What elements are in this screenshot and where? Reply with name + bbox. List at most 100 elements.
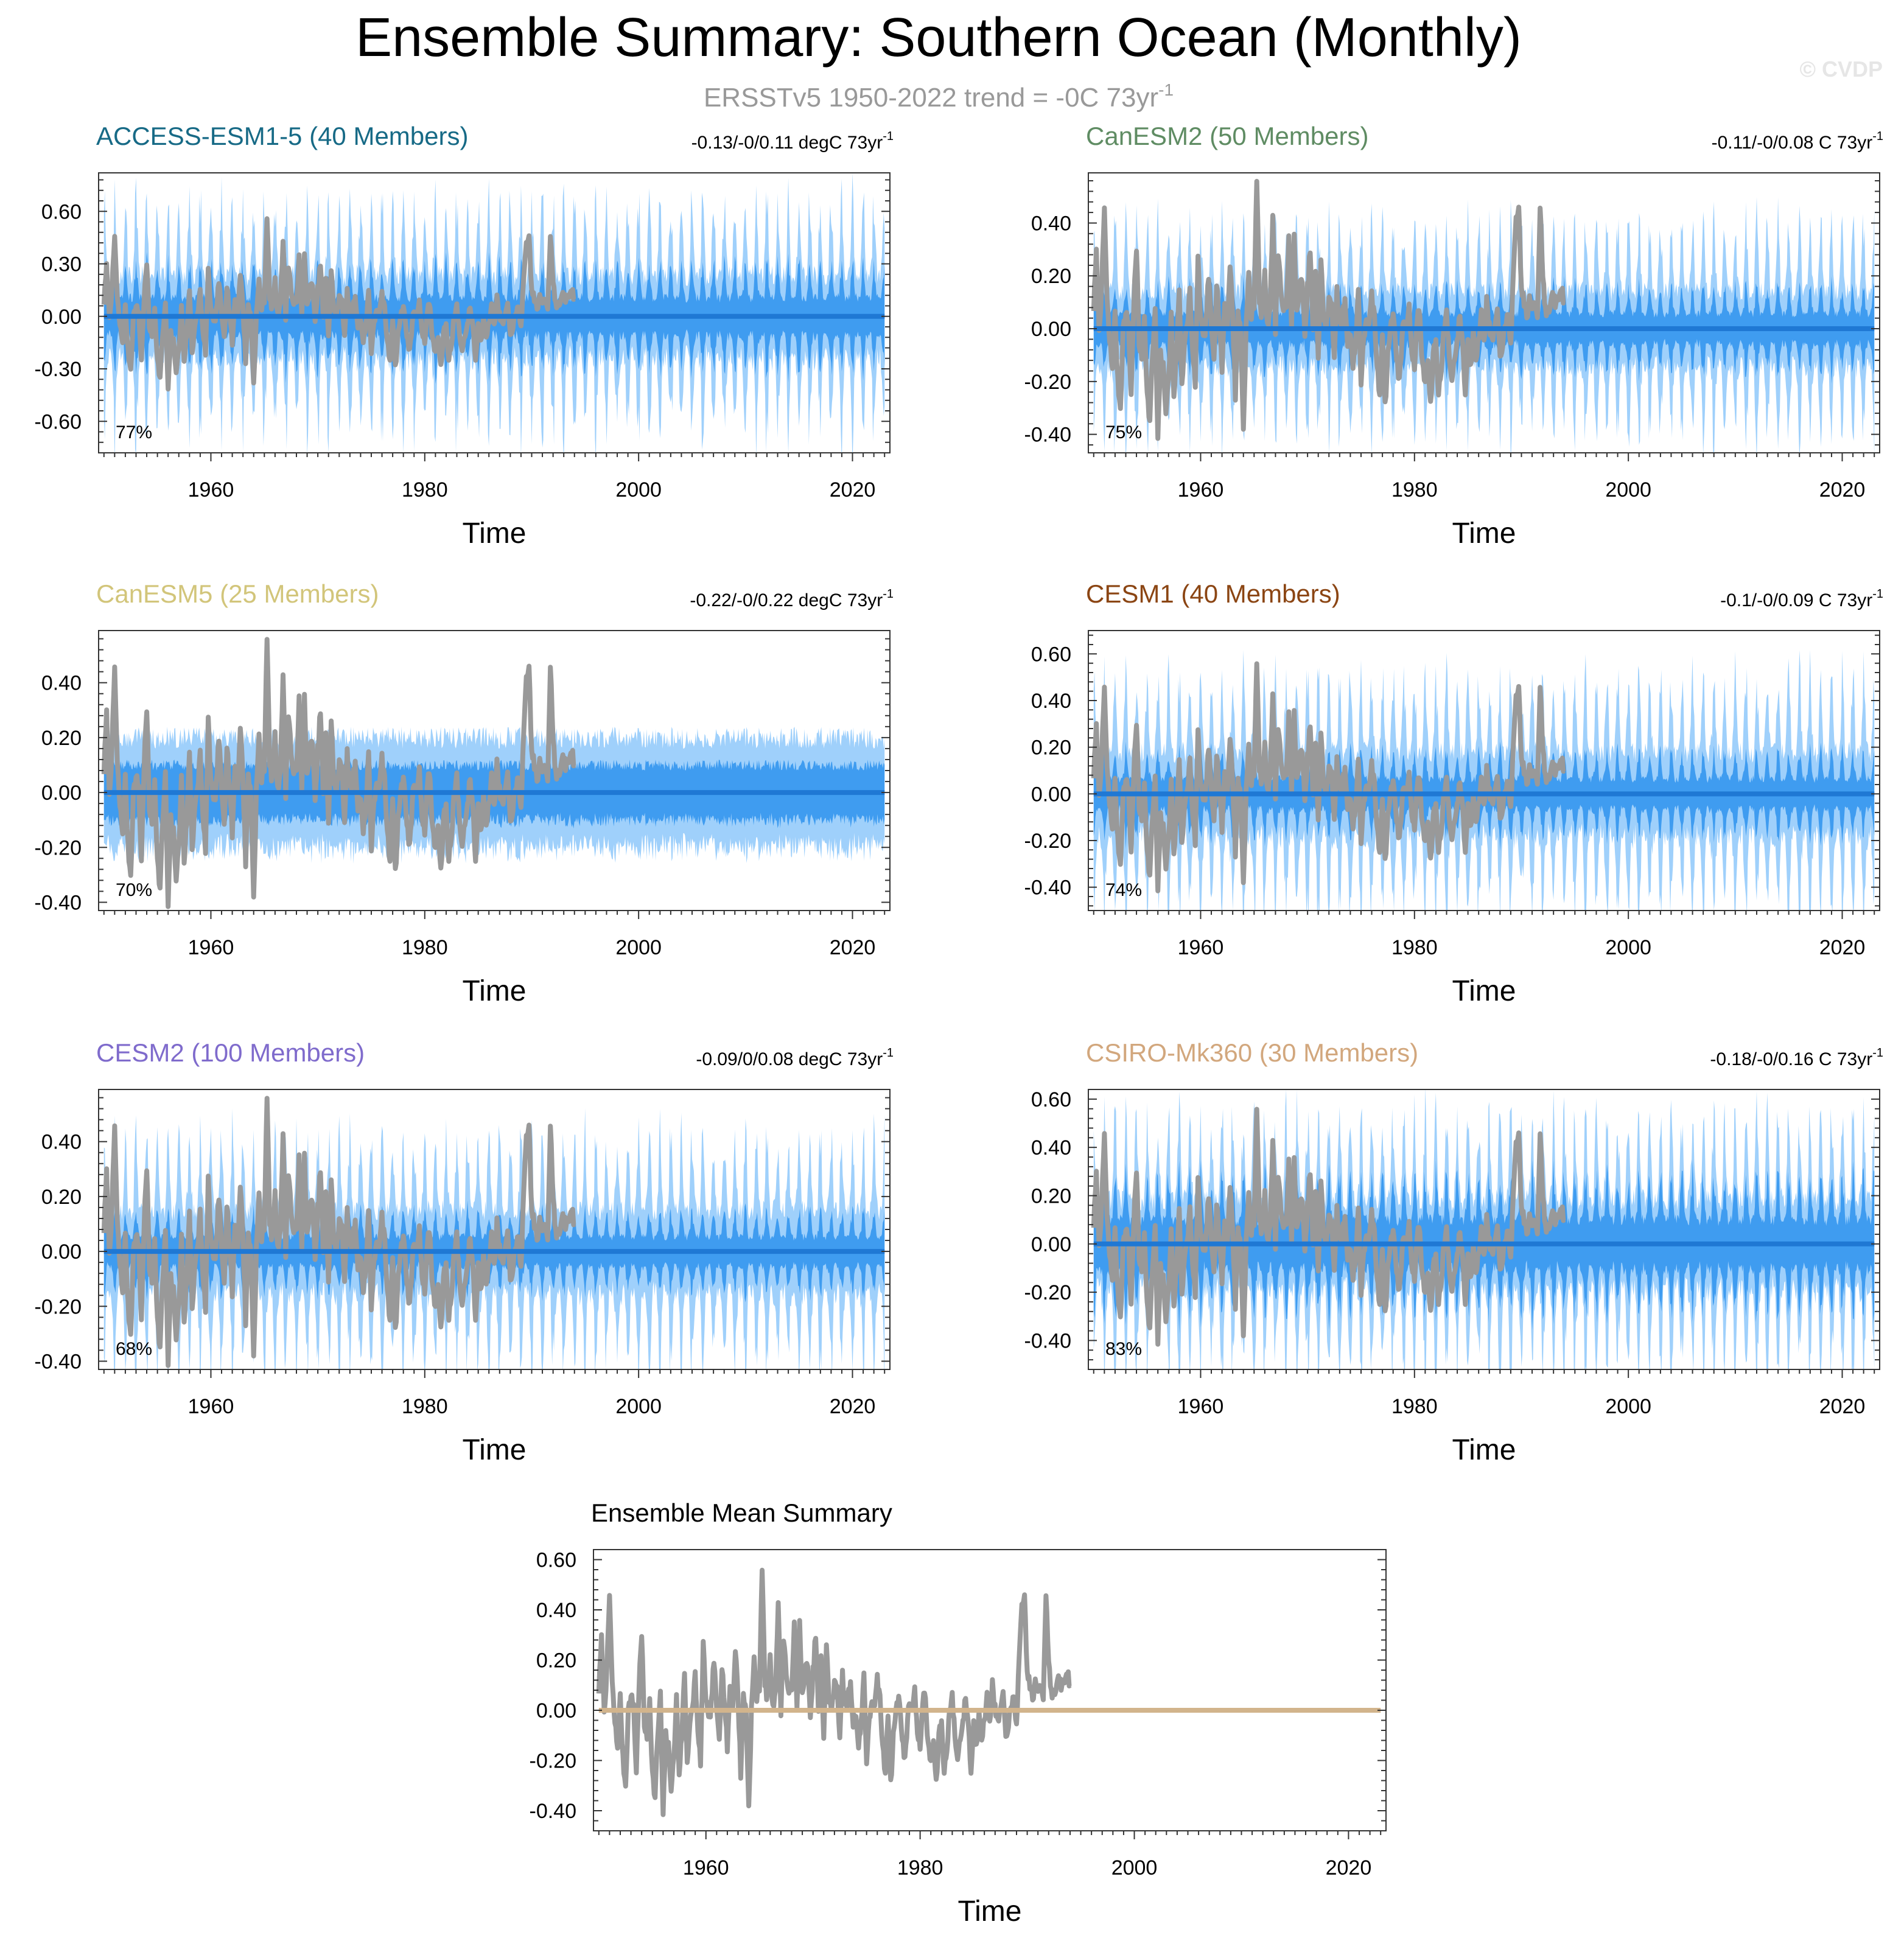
- obs-line: [1091, 1107, 1566, 1347]
- y-tick-label: -0.20: [1024, 1281, 1072, 1304]
- watermark: © CVDP: [1799, 57, 1883, 82]
- x-tick-label: 1960: [188, 936, 234, 959]
- plot-frame: [1088, 630, 1880, 911]
- x-tick-label: 1980: [897, 1856, 943, 1879]
- trend-value: -0.09/0/0.08 degC 73yr: [696, 1049, 883, 1069]
- y-tick-label: -0.40: [1024, 1329, 1072, 1352]
- percent-label: 68%: [116, 1339, 152, 1359]
- y-tick-label: 0.40: [1031, 212, 1071, 235]
- obs-line: [101, 1096, 576, 1368]
- x-tick-label: 2000: [1605, 1395, 1651, 1418]
- y-tick-label: 0.40: [536, 1599, 576, 1622]
- plot-area: [101, 173, 885, 453]
- panel-5: -0.40 -0.20 0.00 0.20 0.40 1960 1980 2000 2020 Ti…: [35, 1038, 894, 1466]
- obs-line: [596, 1567, 1072, 1817]
- x-axis-label: Time: [1452, 517, 1516, 550]
- trend-superscript: -1: [883, 130, 894, 143]
- x-tick-label: 1980: [402, 1395, 448, 1418]
- plot-area: [1091, 178, 1875, 453]
- trend-label: -0.11/-0/0.08 C 73yr-1: [1712, 130, 1883, 153]
- y-tick-label: 0.20: [1031, 265, 1071, 288]
- y-tick-label: -0.40: [1024, 876, 1072, 900]
- obs-line: [1091, 178, 1566, 441]
- panel-title: CanESM5 (25 Members): [96, 579, 379, 608]
- panel-title: CESM1 (40 Members): [1086, 579, 1340, 608]
- panel-4: -0.40 -0.20 0.00 0.20 0.40 0.60 1960 1980 2000 20…: [1024, 579, 1884, 1007]
- plot-frame: [98, 172, 891, 453]
- y-tick-label: 0.60: [41, 200, 82, 223]
- x-tick-label: 2020: [830, 936, 876, 959]
- trend-superscript: -1: [1872, 1046, 1883, 1060]
- obs-line: [1091, 661, 1566, 893]
- y-tick-label: 0.00: [41, 1240, 82, 1264]
- plot-area: [101, 1096, 885, 1369]
- x-tick-label: 1960: [683, 1856, 729, 1879]
- panel-title: CanESM2 (50 Members): [1086, 122, 1368, 150]
- figure-title: Ensemble Summary: Southern Ocean (Monthl…: [355, 7, 1522, 68]
- x-tick-label: 1960: [1178, 936, 1224, 959]
- panel-title: CSIRO-Mk360 (30 Members): [1086, 1038, 1418, 1067]
- x-tick-label: 1980: [1391, 478, 1438, 502]
- x-axis-label: Time: [463, 975, 527, 1007]
- y-tick-label: 0.20: [41, 1186, 82, 1209]
- trend-value: -0.1/-0/0.09 C 73yr: [1720, 590, 1872, 610]
- x-tick-label: 2000: [1605, 936, 1651, 959]
- y-tick-label: 0.30: [41, 253, 82, 276]
- y-tick-label: 0.40: [1031, 1136, 1071, 1159]
- x-tick-label: 2020: [830, 1395, 876, 1418]
- plot-area: [1091, 649, 1875, 911]
- percent-label: 77%: [116, 422, 152, 442]
- x-tick-label: 1960: [1178, 1395, 1224, 1418]
- y-tick-label: -0.60: [35, 410, 82, 433]
- y-tick-label: 0.00: [1031, 318, 1071, 341]
- trend-label: -0.1/-0/0.09 C 73yr-1: [1720, 587, 1883, 610]
- panel-2: -0.40 -0.20 0.00 0.20 0.40 1960 1980 2000 2020 Ti…: [1024, 122, 1884, 550]
- percent-label: 83%: [1105, 1339, 1142, 1359]
- x-axis-label: Time: [1452, 975, 1516, 1007]
- x-tick-label: 1980: [1391, 1395, 1438, 1418]
- percent-label: 75%: [1105, 422, 1142, 442]
- x-axis-label: Time: [958, 1895, 1022, 1928]
- x-tick-label: 2000: [615, 478, 662, 502]
- x-axis-label: Time: [1452, 1434, 1516, 1466]
- x-tick-label: 2020: [830, 478, 876, 502]
- x-tick-label: 1960: [188, 478, 234, 502]
- percent-label: 70%: [116, 880, 152, 900]
- y-tick-label: 0.20: [41, 727, 82, 750]
- y-tick-label: -0.40: [530, 1800, 577, 1823]
- y-tick-label: -0.40: [35, 1350, 82, 1373]
- panel-1: -0.60 -0.30 0.00 0.30 0.60 1960 1980 2000 2020 Ti…: [35, 122, 894, 550]
- trend-superscript: -1: [1872, 130, 1883, 143]
- trend-value: -0.11/-0/0.08 C 73yr: [1712, 133, 1873, 153]
- y-tick-label: 0.00: [536, 1699, 576, 1722]
- x-tick-label: 2000: [615, 936, 662, 959]
- y-tick-label: 0.00: [41, 306, 82, 329]
- trend-label: -0.13/-0/0.11 degC 73yr-1: [691, 130, 894, 153]
- y-tick-label: -0.20: [1024, 371, 1072, 394]
- subtitle-main: ERSSTv5 1950-2022 trend = -0C 73yr: [704, 83, 1158, 113]
- panel-3: -0.40 -0.20 0.00 0.20 0.40 1960 1980 2000 2020 Ti…: [35, 579, 894, 1007]
- x-axis-label: Time: [463, 1434, 527, 1466]
- y-tick-label: 0.60: [536, 1549, 576, 1572]
- trend-label: -0.22/-0/0.22 degC 73yr-1: [690, 587, 894, 610]
- trend-value: -0.22/-0/0.22 degC 73yr: [690, 590, 883, 610]
- y-tick-label: 0.60: [1031, 1088, 1071, 1111]
- x-tick-label: 2020: [1819, 1395, 1866, 1418]
- x-tick-label: 1960: [188, 1395, 234, 1418]
- y-tick-label: -0.20: [1024, 830, 1072, 853]
- y-tick-label: 0.40: [41, 1131, 82, 1154]
- plot-frame: [1088, 172, 1880, 453]
- plot-area: [101, 637, 885, 909]
- y-tick-label: -0.20: [35, 836, 82, 859]
- obs-line: [101, 216, 576, 392]
- trend-label: -0.18/-0/0.16 C 73yr-1: [1710, 1046, 1883, 1069]
- x-tick-label: 1960: [1178, 478, 1224, 502]
- x-tick-label: 1980: [1391, 936, 1438, 959]
- y-tick-label: 0.40: [41, 672, 82, 695]
- subtitle-superscript: -1: [1158, 80, 1174, 99]
- trend-superscript: -1: [883, 587, 894, 601]
- y-tick-label: 0.20: [1031, 1184, 1071, 1208]
- y-tick-label: 0.20: [1031, 736, 1071, 760]
- panel-6: -0.40 -0.20 0.00 0.20 0.40 0.60 1960 1980 2000 20…: [1024, 1038, 1884, 1466]
